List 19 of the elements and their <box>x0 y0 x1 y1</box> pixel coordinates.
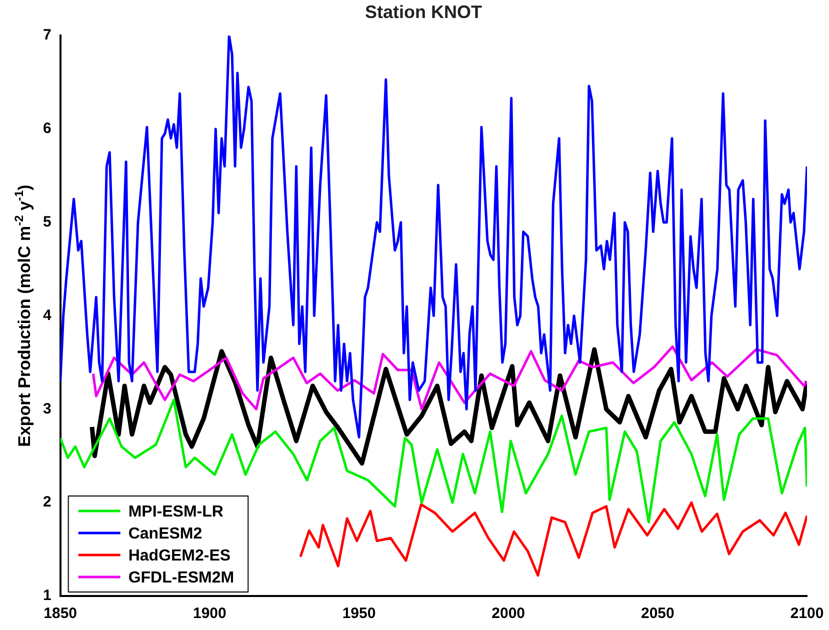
x-tick-label: 2000 <box>492 605 526 622</box>
y-tick-label: 1 <box>43 587 52 604</box>
x-tick-label: 1950 <box>342 605 376 622</box>
x-tick-label: 1900 <box>192 605 226 622</box>
legend-label: GFDL-ESM2M <box>128 569 234 586</box>
y-tick-label: 5 <box>43 214 52 231</box>
y-axis-title: Export Production (molC m-2 y-1) <box>12 184 34 447</box>
x-tick-label: 1850 <box>44 605 78 622</box>
y-tick-label: 7 <box>43 26 52 44</box>
y-tick-label: 2 <box>43 494 52 511</box>
legend-label: MPI-ESM-LR <box>128 503 224 520</box>
y-tick-label: 6 <box>43 120 52 138</box>
x-tick-label: 2050 <box>640 605 674 622</box>
y-tick-label: 4 <box>43 306 52 324</box>
legend-label: CanESM2 <box>128 525 202 542</box>
chart-title: Station KNOT <box>365 2 482 22</box>
legend-label: HadGEM2-ES <box>128 547 231 564</box>
x-tick-label: 2100 <box>790 605 824 622</box>
y-tick-label: 3 <box>43 400 52 418</box>
